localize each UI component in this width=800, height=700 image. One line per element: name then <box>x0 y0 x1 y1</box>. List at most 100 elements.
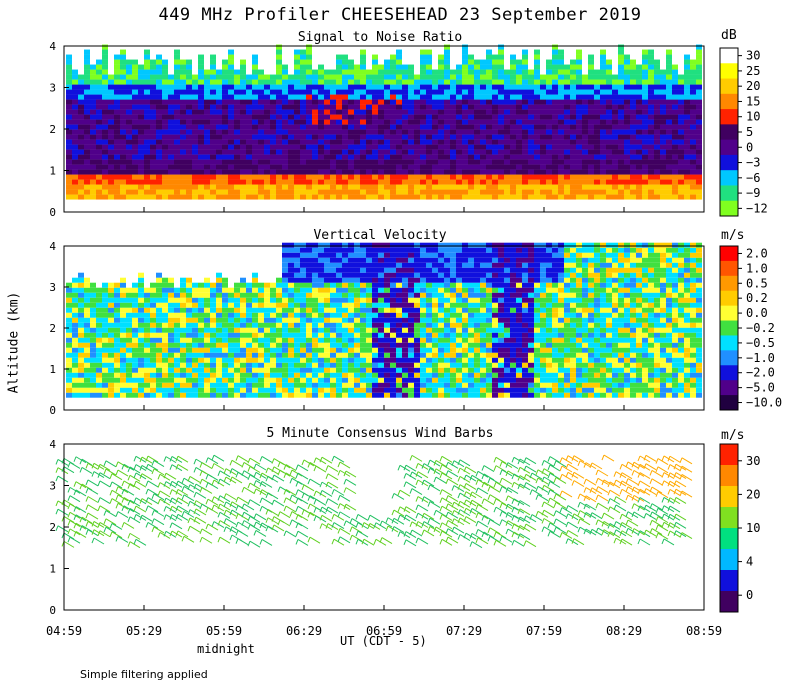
velocity-cell <box>408 292 414 298</box>
velocity-cell <box>186 327 192 333</box>
velocity-cell <box>414 277 420 283</box>
snr-cell <box>102 69 108 75</box>
velocity-cell <box>342 332 348 338</box>
velocity-cell <box>66 337 72 343</box>
snr-cell <box>120 164 126 170</box>
velocity-cell <box>234 307 240 313</box>
snr-cell <box>648 184 654 190</box>
snr-cell <box>678 79 684 85</box>
snr-cell <box>156 114 162 120</box>
snr-cell <box>240 159 246 165</box>
snr-cell <box>606 179 612 185</box>
snr-cell <box>168 174 174 180</box>
snr-cell <box>210 144 216 150</box>
velocity-cell <box>114 302 120 308</box>
velocity-cell <box>462 382 468 388</box>
snr-cell <box>666 124 672 130</box>
snr-cell <box>582 114 588 120</box>
velocity-cell <box>78 277 84 283</box>
velocity-cell <box>240 337 246 343</box>
snr-cell <box>378 129 384 135</box>
velocity-cell <box>114 327 120 333</box>
snr-cell <box>222 184 228 190</box>
velocity-cell <box>186 287 192 293</box>
snr-cell <box>606 94 612 100</box>
velocity-cell <box>168 382 174 388</box>
snr-cell <box>300 109 306 115</box>
velocity-cell <box>468 282 474 288</box>
velocity-cell <box>486 287 492 293</box>
velocity-cell <box>114 392 120 398</box>
velocity-cell <box>384 357 390 363</box>
snr-cell <box>360 174 366 180</box>
snr-cell <box>444 139 450 145</box>
snr-cell <box>444 194 450 200</box>
velocity-cell <box>222 297 228 303</box>
snr-cell <box>348 194 354 200</box>
snr-cell <box>264 74 270 80</box>
velocity-cell <box>96 332 102 338</box>
snr-cell <box>192 174 198 180</box>
velocity-cell <box>384 382 390 388</box>
snr-cell <box>588 194 594 200</box>
snr-cell <box>156 119 162 125</box>
velocity-cell <box>450 242 456 248</box>
velocity-cell <box>276 327 282 333</box>
snr-cell <box>552 69 558 75</box>
snr-cell <box>600 174 606 180</box>
snr-cell <box>294 149 300 155</box>
snr-cell <box>642 139 648 145</box>
velocity-cell <box>276 362 282 368</box>
velocity-cell <box>372 257 378 263</box>
snr-cell <box>102 114 108 120</box>
snr-cell <box>384 179 390 185</box>
snr-cell <box>444 119 450 125</box>
snr-cell <box>324 79 330 85</box>
velocity-cell <box>102 282 108 288</box>
velocity-cell <box>396 342 402 348</box>
velocity-cell <box>96 357 102 363</box>
velocity-cell <box>96 297 102 303</box>
snr-cell <box>678 174 684 180</box>
snr-cell <box>360 184 366 190</box>
snr-cell <box>642 164 648 170</box>
snr-cell <box>630 59 636 65</box>
snr-cell <box>258 84 264 90</box>
velocity-cell <box>438 282 444 288</box>
snr-cell <box>690 144 696 150</box>
snr-cell <box>180 59 186 65</box>
velocity-cell <box>438 352 444 358</box>
snr-cell <box>360 84 366 90</box>
snr-cell <box>276 154 282 160</box>
velocity-cell <box>396 327 402 333</box>
snr-cell <box>432 84 438 90</box>
velocity-cell <box>384 327 390 333</box>
snr-cell <box>426 149 432 155</box>
velocity-cell <box>222 332 228 338</box>
snr-cell <box>264 184 270 190</box>
snr-cell <box>282 99 288 105</box>
snr-cell <box>126 124 132 130</box>
velocity-cell <box>114 342 120 348</box>
snr-cell <box>582 149 588 155</box>
velocity-cell <box>96 302 102 308</box>
velocity-cell <box>198 297 204 303</box>
snr-cell <box>330 159 336 165</box>
snr-cell <box>492 139 498 145</box>
velocity-cell <box>444 367 450 373</box>
snr-cell <box>186 129 192 135</box>
snr-cell <box>558 74 564 80</box>
velocity-cell <box>270 322 276 328</box>
velocity-cell <box>162 347 168 353</box>
velocity-cell <box>264 317 270 323</box>
snr-cell <box>582 154 588 160</box>
colorbar-tick-label: −12 <box>746 201 768 215</box>
snr-cell <box>78 114 84 120</box>
snr-cell <box>624 89 630 95</box>
velocity-cell <box>456 307 462 313</box>
velocity-cell <box>186 282 192 288</box>
velocity-cell <box>282 362 288 368</box>
snr-cell <box>270 154 276 160</box>
snr-cell <box>408 169 414 175</box>
velocity-cell <box>438 242 444 248</box>
